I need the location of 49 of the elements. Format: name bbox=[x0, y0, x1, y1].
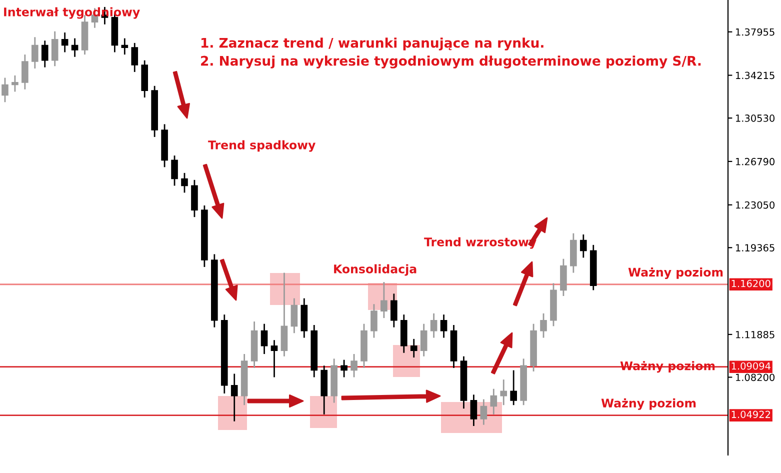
candlestick bbox=[580, 234, 587, 258]
candlestick bbox=[380, 281, 388, 319]
candlestick bbox=[510, 370, 517, 406]
annotation: Ważny poziom bbox=[601, 398, 696, 410]
y-tick-label: 1.30530 bbox=[736, 114, 775, 122]
candlestick bbox=[410, 338, 418, 358]
annotation: Trend spadkowy bbox=[208, 140, 316, 152]
candlestick bbox=[260, 323, 268, 355]
ref-line-label: 1.16200 bbox=[732, 280, 770, 288]
candlestick bbox=[181, 172, 188, 194]
y-tick-label: 1.26790 bbox=[736, 158, 775, 166]
y-tick-label: 1.37955 bbox=[736, 28, 774, 36]
candlestick bbox=[171, 154, 178, 186]
y-tick-label: 1.08200 bbox=[736, 374, 775, 382]
candlestick bbox=[22, 54, 28, 90]
candlestick bbox=[350, 353, 358, 378]
candlestick bbox=[340, 359, 348, 378]
candlestick bbox=[230, 373, 238, 422]
candlestick bbox=[370, 303, 378, 338]
annotation: Konsolidacja bbox=[334, 264, 416, 276]
candlestick bbox=[31, 36, 38, 70]
candlestick bbox=[131, 42, 138, 73]
candlestick bbox=[290, 298, 298, 334]
candlestick bbox=[51, 30, 58, 67]
candlestick bbox=[61, 32, 68, 53]
candlestick bbox=[500, 378, 508, 406]
candlestick bbox=[480, 398, 488, 426]
y-tick-label: 1.23050 bbox=[736, 201, 775, 209]
candlestick bbox=[430, 312, 438, 338]
y-tick-label: 1.11885 bbox=[736, 330, 774, 338]
annotation: 1. Zaznacz trend / warunki panujące na rynku. bbox=[201, 38, 544, 50]
ref-line-label: 1.04922 bbox=[732, 410, 770, 418]
ref-line-label: 1.09094 bbox=[732, 362, 770, 370]
candlestick bbox=[470, 394, 478, 427]
y-tick-label: 1.34215 bbox=[736, 72, 774, 80]
y-tick-label: 1.19365 bbox=[736, 244, 774, 252]
candlestick bbox=[490, 388, 498, 416]
candlestick bbox=[121, 38, 128, 56]
candlestick bbox=[540, 312, 547, 338]
candlestick bbox=[41, 40, 48, 68]
candlestick bbox=[71, 38, 78, 58]
candlestick bbox=[2, 77, 8, 103]
candlestick bbox=[390, 292, 398, 328]
annotation: 2. Narysuj na wykresie tygodniowym długoterminowe poziomy S/R. bbox=[201, 56, 701, 68]
candlestick bbox=[12, 74, 18, 92]
candlestick bbox=[270, 339, 278, 378]
annotation: Ważny poziom bbox=[628, 268, 723, 280]
candlestick bbox=[440, 314, 448, 338]
candlestick bbox=[420, 323, 428, 358]
